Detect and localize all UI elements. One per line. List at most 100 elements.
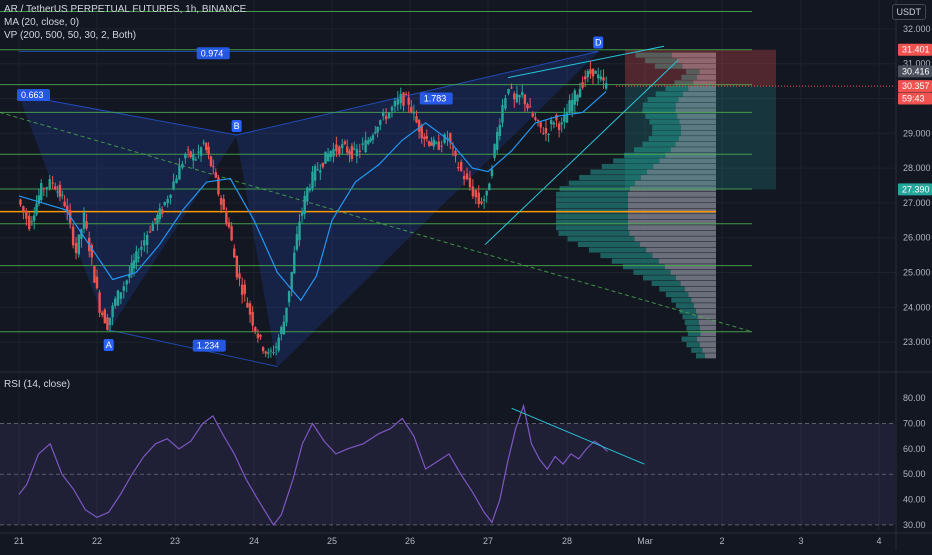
candle-body xyxy=(143,240,146,246)
vp-bar-down xyxy=(628,197,716,203)
price-label-badge: 30.357 xyxy=(898,80,932,93)
price-tick-label: 27.000 xyxy=(903,198,931,208)
vp-bar-down xyxy=(697,314,716,320)
candle-body xyxy=(119,292,123,299)
candle-body xyxy=(594,71,597,74)
rsi-legend[interactable]: RSI (14, close) xyxy=(4,379,72,390)
currency-badge[interactable]: USDT xyxy=(891,4,926,20)
candle-body xyxy=(437,141,440,150)
candle-body xyxy=(544,128,548,134)
candle-body xyxy=(332,149,335,157)
ma-legend[interactable]: MA (20, close, 0) xyxy=(4,17,81,28)
candle-body xyxy=(25,210,28,219)
candle-body xyxy=(589,69,592,74)
candle-body xyxy=(246,302,249,308)
candle-body xyxy=(93,266,96,283)
candle-body xyxy=(355,149,359,157)
candle-body xyxy=(518,95,521,98)
vp-bar-down xyxy=(698,319,716,325)
candle-body xyxy=(156,214,159,225)
price-label-badge: 31.401 xyxy=(898,43,932,56)
vp-bar-up xyxy=(590,169,647,175)
vp-bar-down xyxy=(675,108,716,114)
candle-body xyxy=(82,212,86,229)
price-label-bg xyxy=(898,92,932,105)
candle-body xyxy=(376,126,379,133)
pattern-ratio: 1.234 xyxy=(192,339,226,352)
vp-bar-down xyxy=(697,336,716,342)
candle-body xyxy=(427,141,431,146)
vp-bar-down xyxy=(646,169,716,175)
candle-body xyxy=(343,141,347,144)
vp-bar-down xyxy=(682,91,716,97)
candle-body xyxy=(103,309,106,324)
candle-body xyxy=(430,142,433,146)
candle-body xyxy=(106,317,109,330)
vp-bar-up xyxy=(601,163,654,170)
ma-line xyxy=(18,91,607,302)
candle-body xyxy=(399,93,402,104)
candle-body xyxy=(111,305,114,318)
vp-bar-up xyxy=(642,141,676,147)
vp-bar-up xyxy=(684,319,699,325)
pattern-point-badge xyxy=(231,120,242,133)
candle-body xyxy=(277,337,280,351)
vp-bar-up xyxy=(556,202,628,208)
candle-body xyxy=(116,290,120,306)
vp-bar-down xyxy=(670,147,716,153)
vp-bar-up xyxy=(686,342,700,348)
vp-bar-down xyxy=(699,325,716,331)
price-label-bg xyxy=(898,43,932,56)
rsi-tick-label: 30.00 xyxy=(903,520,926,530)
candle-body xyxy=(536,119,540,121)
candle-body xyxy=(384,116,388,120)
pattern-ratio: 1.783 xyxy=(419,92,453,105)
candle-body xyxy=(212,166,215,168)
vp-bar-down xyxy=(675,141,716,147)
vp-bar-down xyxy=(628,191,716,197)
candle-body xyxy=(300,210,304,216)
vp-bar-up xyxy=(687,331,701,337)
vp-bar-up xyxy=(682,314,698,320)
candle-body xyxy=(410,106,413,113)
vp-bar-down xyxy=(680,124,716,131)
candle-body xyxy=(371,135,375,140)
candle-body xyxy=(534,117,537,120)
candle-body xyxy=(338,146,341,155)
candle-body xyxy=(501,104,504,123)
candle-body xyxy=(542,133,545,135)
pattern-ratio: 0.974 xyxy=(196,47,230,60)
price-label-badge: 27.390 xyxy=(898,183,932,196)
vp-bar-down xyxy=(699,69,716,75)
candle-body xyxy=(45,187,48,190)
candle-body xyxy=(482,199,486,201)
symbol-legend[interactable]: AR / TetherUS PERPETUAL FUTURES, 1h, BIN… xyxy=(4,4,248,15)
vp-bar-down xyxy=(680,130,716,136)
vp-legend[interactable]: VP (200, 500, 50, 30, 2, Both) xyxy=(4,30,138,41)
vp-bar-up xyxy=(645,113,678,119)
vp-bar-down xyxy=(688,85,716,92)
price-label-badge: 59:43 xyxy=(898,92,932,105)
candle-body xyxy=(259,334,262,337)
time-tick-label: 2 xyxy=(719,536,724,546)
vp-bar-down xyxy=(695,308,716,314)
candle-body xyxy=(282,321,286,335)
candle-body xyxy=(42,188,46,190)
candle-body xyxy=(490,169,494,177)
candle-body xyxy=(387,112,391,119)
vp-bar-down xyxy=(680,280,716,286)
vp-bar-up xyxy=(556,197,628,203)
candle-body xyxy=(496,131,499,150)
candle-body xyxy=(451,147,455,149)
candle-body xyxy=(77,234,80,255)
candle-body xyxy=(184,154,187,159)
vp-bar-up xyxy=(635,52,672,58)
candle-body xyxy=(219,197,223,205)
candle-body xyxy=(58,184,62,197)
vp-bar-up xyxy=(652,130,681,136)
vp-bar-up xyxy=(665,85,689,92)
candle-body xyxy=(251,311,254,326)
